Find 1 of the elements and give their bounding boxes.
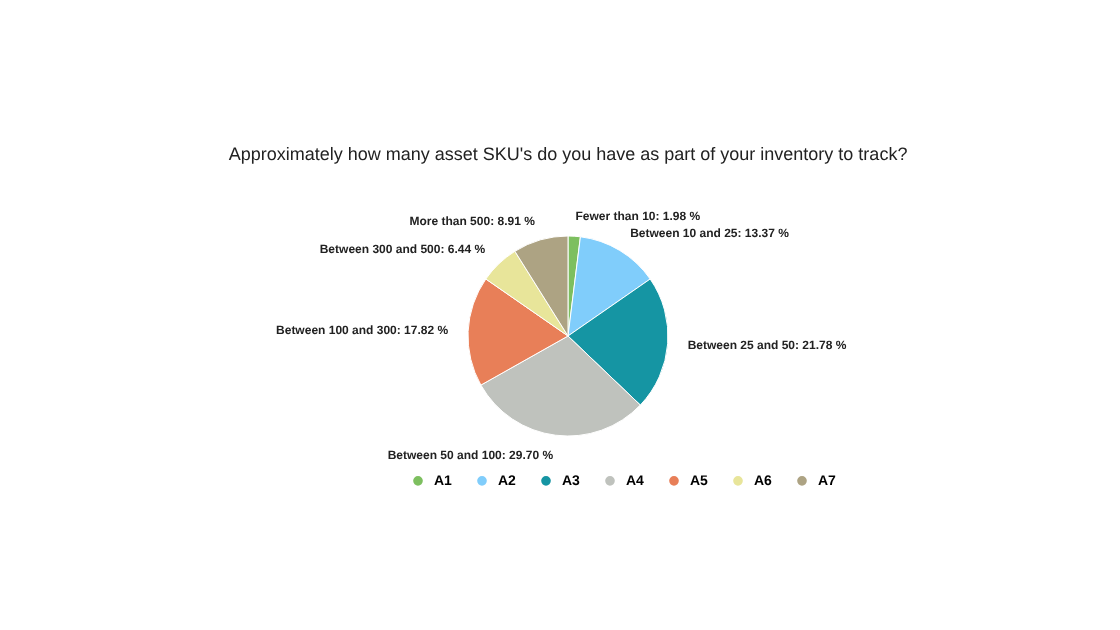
chart-title: Approximately how many asset SKU's do you have as part of your inventory to track? [228,144,908,164]
